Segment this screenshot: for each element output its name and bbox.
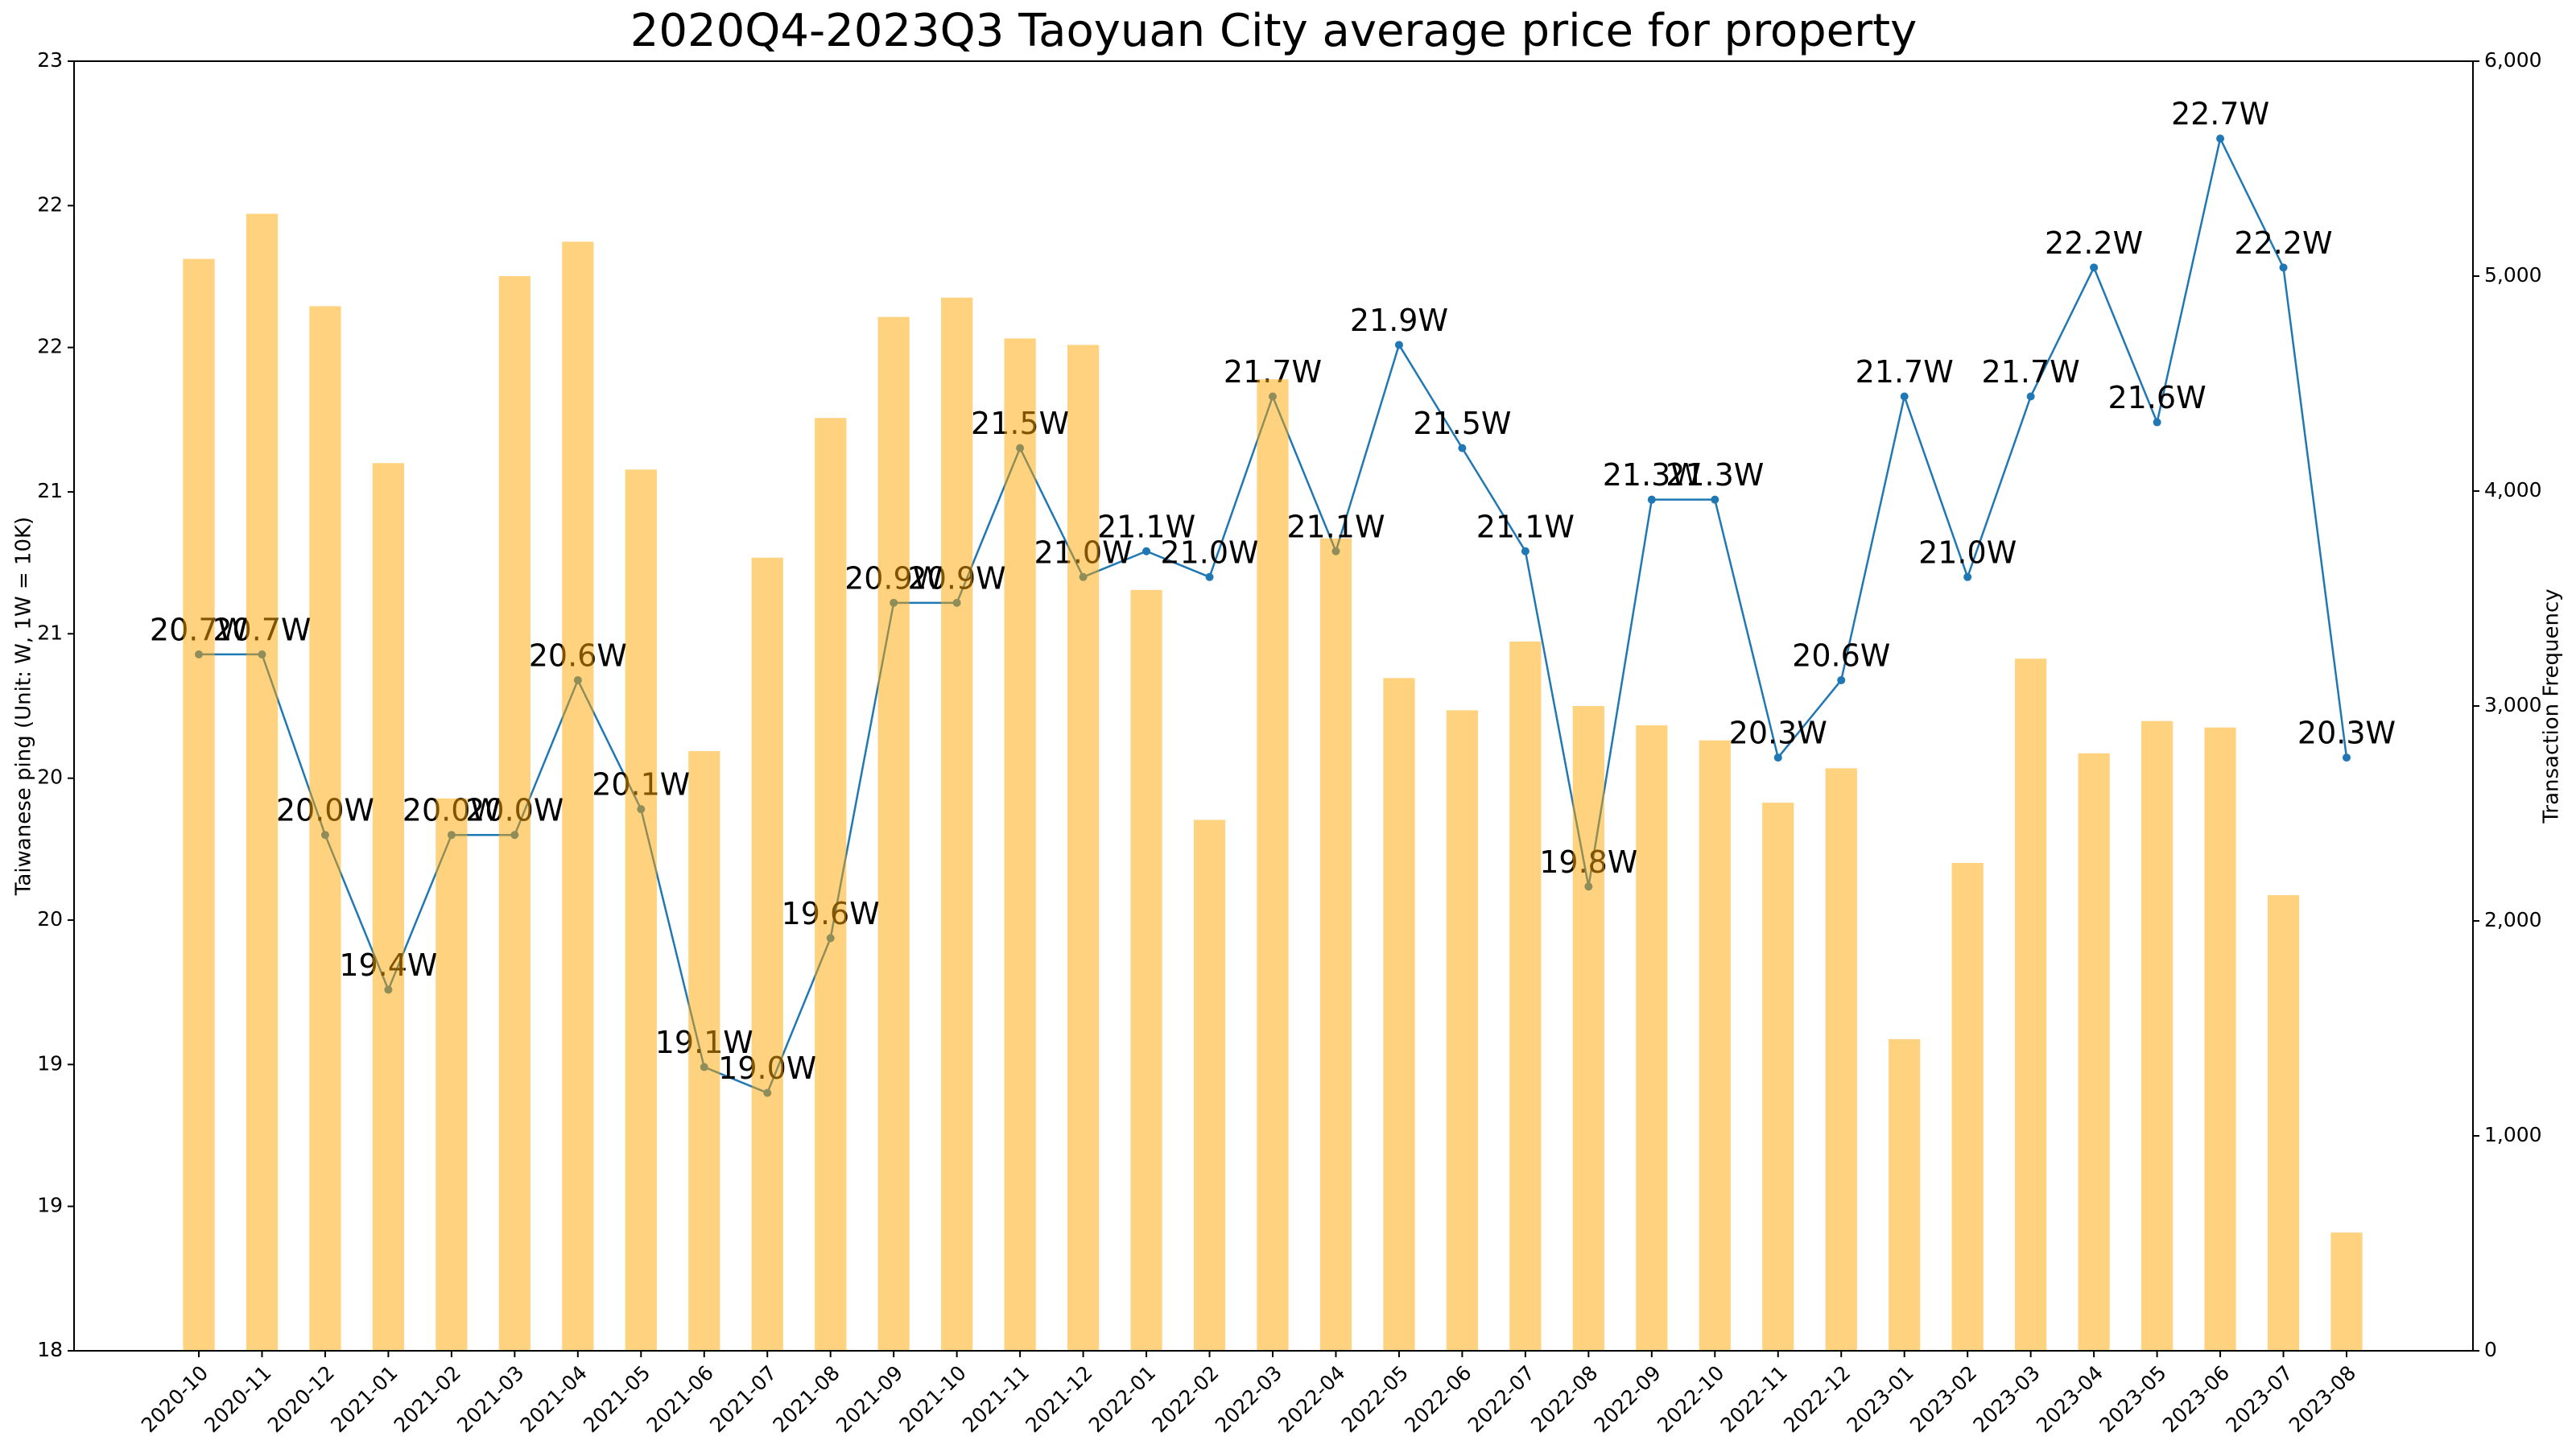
point	[1963, 572, 1972, 581]
bar	[815, 418, 847, 1351]
data-label: 22.2W	[2234, 225, 2332, 261]
data-label: 21.0W	[1918, 535, 2017, 570]
point	[1900, 392, 1909, 401]
y-tick-label: 23	[37, 48, 63, 72]
bar	[751, 557, 783, 1351]
y2-tick-label: 1,000	[2484, 1123, 2542, 1146]
data-label: 21.9W	[1350, 303, 1448, 338]
data-label: 21.7W	[1856, 354, 1954, 390]
y2-tick-label: 6,000	[2484, 48, 2542, 72]
bar	[688, 751, 720, 1351]
point	[1773, 753, 1782, 762]
bar	[2267, 894, 2300, 1351]
y-tick-label: 20	[37, 907, 63, 931]
data-label: 21.3W	[1603, 457, 1701, 493]
data-label: 21.1W	[1097, 509, 1195, 544]
point	[2216, 134, 2225, 143]
bar	[2330, 1232, 2363, 1351]
bar	[1509, 641, 1542, 1351]
point	[2153, 418, 2161, 427]
plot-frame	[73, 60, 2474, 1352]
data-label: 22.2W	[2045, 225, 2143, 261]
chart-title: 2020Q4-2023Q3 Taoyuan City average price…	[630, 5, 1918, 57]
point	[2026, 392, 2035, 401]
bar	[1636, 725, 1668, 1351]
data-label: 20.6W	[1792, 638, 1890, 673]
bar	[1446, 710, 1479, 1351]
y-tick-label: 20	[37, 766, 63, 789]
data-label: 21.5W	[1413, 406, 1511, 441]
y-tick-label: 21	[37, 479, 63, 502]
bar	[1825, 768, 1857, 1351]
data-label: 22.7W	[2171, 97, 2269, 132]
bar	[877, 316, 910, 1352]
y-tick-label: 22	[37, 192, 63, 216]
y2-tick-label: 3,000	[2484, 693, 2542, 716]
y-tick-label: 22	[37, 335, 63, 358]
bar	[436, 798, 468, 1351]
y-tick-label: 19	[37, 1194, 63, 1217]
point	[1711, 495, 1719, 504]
bar	[1130, 589, 1162, 1351]
bar	[1572, 706, 1604, 1351]
bar	[2078, 753, 2110, 1351]
point	[2343, 753, 2351, 762]
data-label: 21.7W	[1982, 354, 2080, 390]
data-label: 20.3W	[1729, 716, 1827, 751]
bar	[2140, 720, 2174, 1351]
bar	[1951, 862, 1984, 1351]
bar	[1067, 345, 1100, 1352]
bar	[1762, 803, 1794, 1351]
data-label: 21.6W	[2107, 380, 2206, 415]
bar	[1319, 538, 1352, 1351]
point	[1647, 495, 1656, 504]
y-tick-label: 19	[37, 1051, 63, 1075]
point	[2279, 263, 2288, 272]
bar	[372, 463, 405, 1351]
bar	[1193, 819, 1226, 1351]
bar	[2015, 658, 2047, 1351]
bar	[1889, 1038, 1921, 1351]
point	[1142, 547, 1151, 555]
y2-tick-label: 0	[2484, 1338, 2497, 1361]
y-tick-label: 18	[37, 1338, 63, 1361]
point	[2090, 263, 2099, 272]
bar	[1004, 338, 1036, 1352]
data-label: 21.3W	[1666, 457, 1764, 493]
data-label: 21.1W	[1476, 509, 1575, 544]
point	[1458, 444, 1467, 452]
bar	[498, 276, 530, 1351]
bar	[941, 297, 973, 1352]
bar	[2204, 727, 2236, 1351]
data-label: 21.0W	[1160, 535, 1258, 570]
bar	[1257, 379, 1289, 1351]
y2-axis-label: Transaction Frequency	[2540, 588, 2564, 824]
y2-tick-label: 5,000	[2484, 263, 2542, 287]
data-label: 20.3W	[2297, 716, 2396, 751]
bar	[183, 258, 215, 1351]
point	[1521, 547, 1530, 555]
bar	[309, 306, 341, 1351]
y-tick-label: 21	[37, 621, 63, 644]
bar	[246, 213, 279, 1351]
point	[1205, 572, 1214, 581]
point	[1394, 341, 1403, 349]
y-axis-label: Taiwanese ping (Unit: W, 1W = 10K)	[12, 517, 36, 896]
point	[1837, 675, 1846, 684]
bar	[1383, 678, 1415, 1351]
y2-tick-label: 4,000	[2484, 478, 2542, 502]
bar	[625, 469, 657, 1351]
bar	[1699, 740, 1731, 1351]
bar	[562, 242, 594, 1351]
y2-tick-label: 2,000	[2484, 908, 2542, 931]
